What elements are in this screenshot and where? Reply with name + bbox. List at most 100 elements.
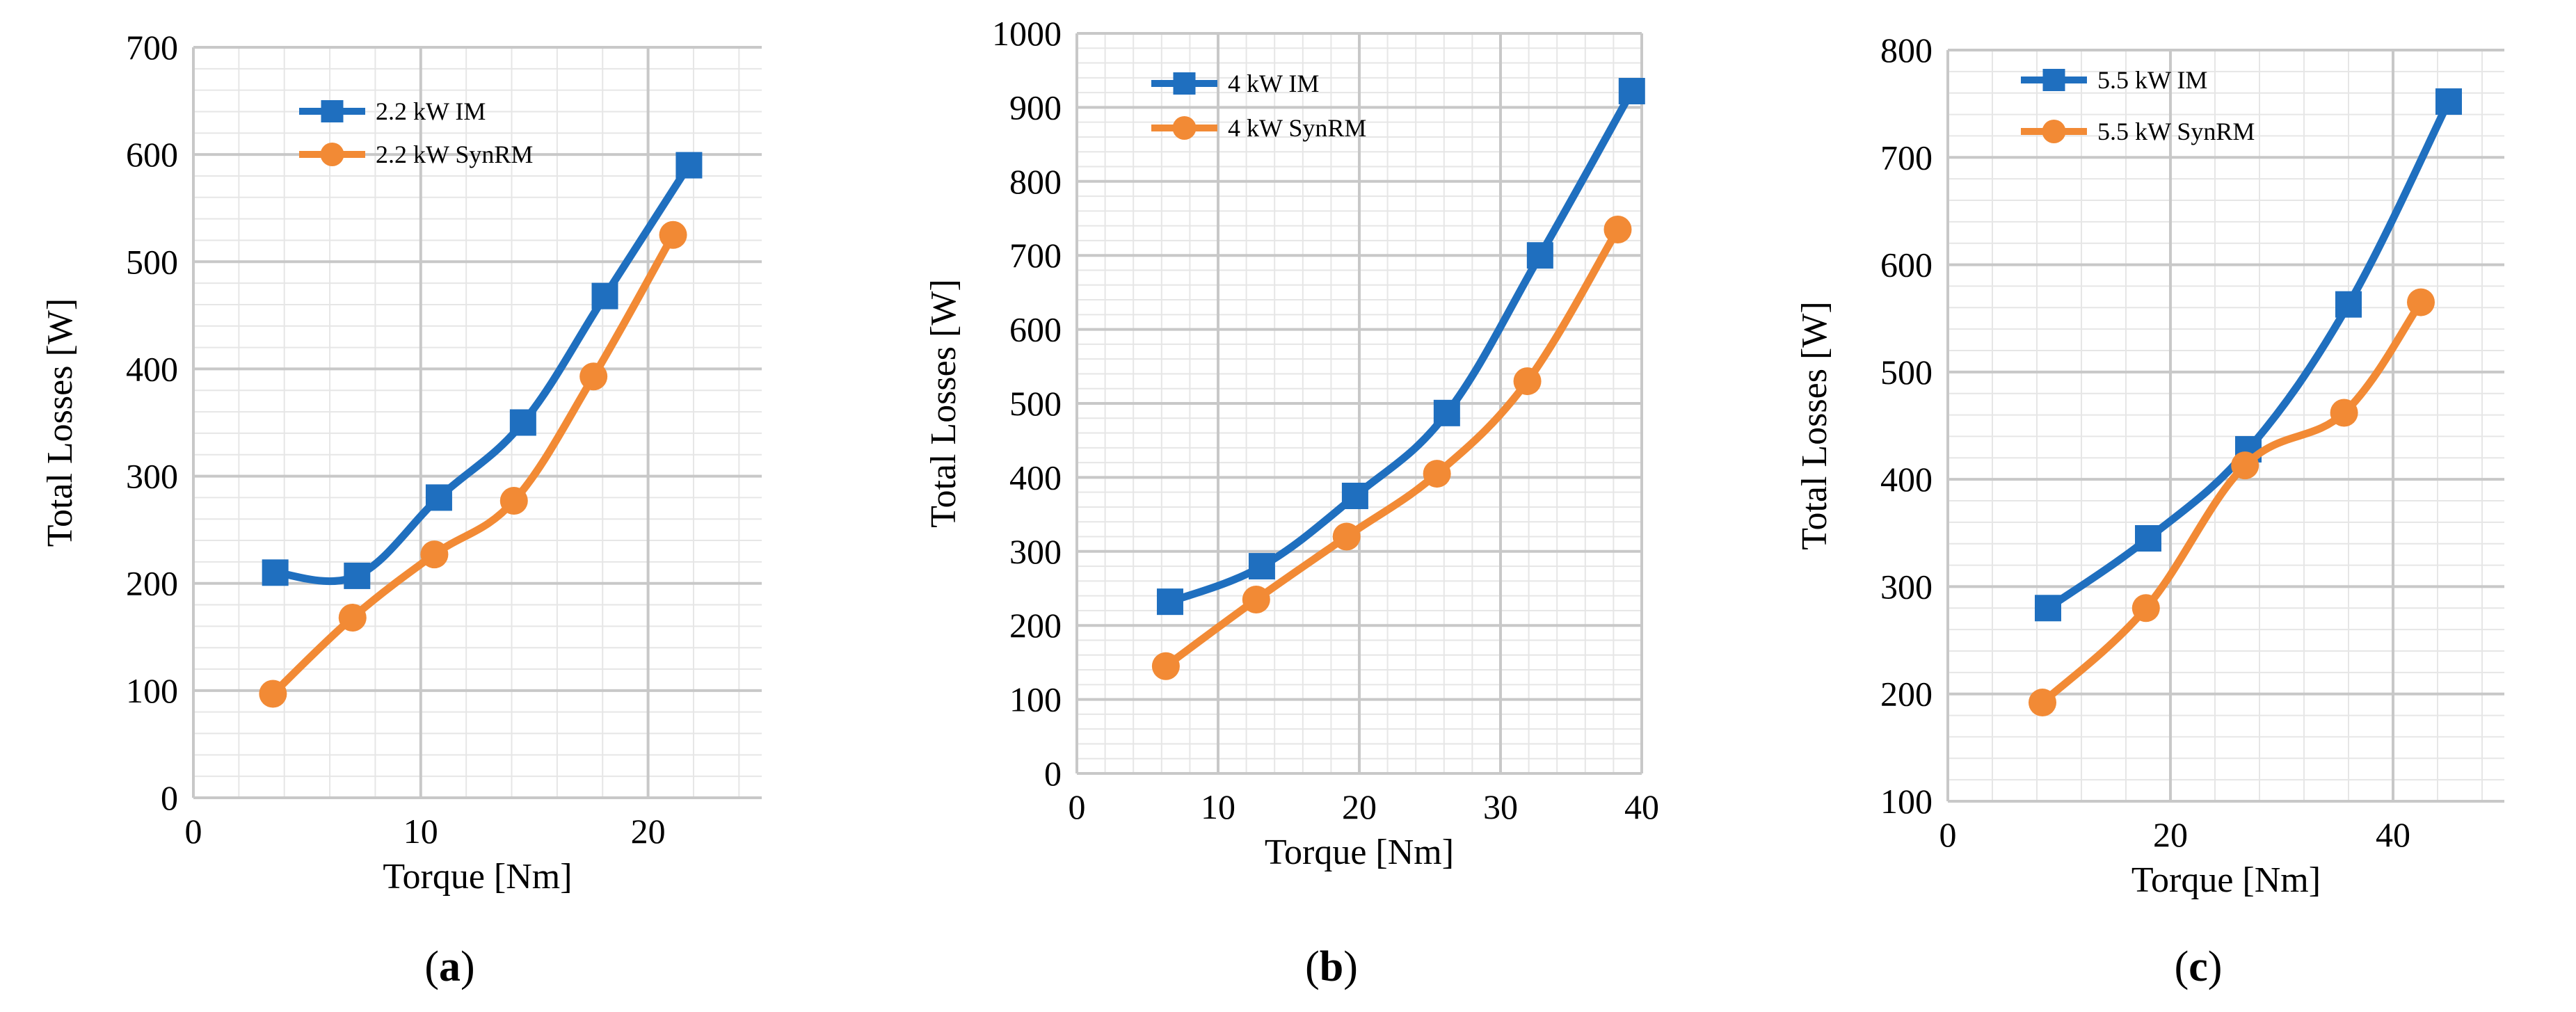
major-gridlines	[192, 46, 762, 799]
y-tick-label: 800	[1009, 162, 1062, 201]
y-tick-label: 1000	[992, 14, 1062, 53]
data-point-square	[2435, 88, 2462, 115]
data-point-circle	[338, 604, 367, 632]
y-tick-label: 700	[126, 28, 178, 67]
series-2-2-kw-im	[262, 152, 703, 589]
y-tick-label: 100	[126, 671, 178, 710]
y-tick-label: 600	[1009, 310, 1062, 349]
legend-label: 5.5 kW IM	[2097, 66, 2207, 94]
data-point-square	[2035, 595, 2061, 622]
chart-panel-b: 0 100 200 300 400 500 600 700 800 900 1000 0 10 20 30 4…	[924, 14, 1659, 990]
y-tick-label: 500	[1009, 384, 1062, 423]
y-tick-label: 200	[1880, 675, 1933, 714]
y-tick-label: 700	[1880, 138, 1933, 177]
x-tick-label: 20	[1342, 787, 1377, 826]
y-tick-label: 300	[126, 457, 178, 496]
data-point-square	[2135, 525, 2161, 552]
legend-marker-circle	[320, 143, 344, 166]
x-tick-label: 10	[1201, 787, 1235, 826]
data-point-circle	[2407, 288, 2435, 316]
y-tick-label: 100	[1880, 782, 1933, 821]
panel-label: (b)	[1305, 943, 1358, 990]
x-axis-title: Torque [Nm]	[1265, 833, 1454, 872]
legend-label: 2.2 kW IM	[376, 97, 486, 125]
data-point-circle	[1423, 460, 1451, 488]
y-tick-label: 600	[1880, 246, 1933, 284]
data-point-square	[591, 282, 618, 310]
series-4-kw-im	[1156, 77, 1645, 616]
data-point-square	[1618, 77, 1645, 104]
legend-marker-circle	[1172, 116, 1197, 140]
data-point-square	[1526, 242, 1553, 269]
x-axis-title: Torque [Nm]	[383, 857, 572, 897]
chart-panel-c: 100 200 300 400 500 600 700 800 0 20 40 Torque [Nm]…	[1795, 31, 2504, 990]
legend-marker-square	[1173, 72, 1196, 95]
data-point-circle	[1242, 585, 1270, 613]
y-tick-label: 0	[161, 778, 178, 817]
data-point-circle	[259, 680, 287, 708]
y-tick-label: 400	[1880, 460, 1933, 499]
x-tick-label: 0	[185, 812, 202, 851]
major-gridlines	[1946, 49, 2504, 803]
legend-entry: 2.2 kW IM	[299, 97, 486, 125]
data-point-square	[675, 152, 703, 179]
legend-entry: 2.2 kW SynRM	[299, 140, 533, 168]
data-point-square	[1248, 553, 1275, 580]
data-point-circle	[1603, 215, 1632, 243]
data-point-square	[1156, 588, 1183, 616]
y-tick-label: 0	[1044, 754, 1062, 793]
data-point-square	[509, 409, 536, 436]
y-tick-label: 500	[126, 242, 178, 281]
data-point-square	[2335, 291, 2362, 318]
series-5-5-kw-synrm	[2029, 288, 2435, 717]
y-axis-title: Total Losses [W]	[1795, 301, 1834, 549]
x-tick-label: 20	[2153, 815, 2188, 854]
x-tick-label: 40	[1624, 787, 1659, 826]
data-point-square	[425, 484, 452, 511]
data-point-circle	[659, 220, 687, 249]
data-point-circle	[499, 487, 528, 515]
series-2-2-kw-synrm	[259, 220, 687, 708]
y-axis-title: Total Losses [W]	[40, 298, 80, 547]
legend-label: 4 kW IM	[1228, 70, 1319, 97]
data-point-circle	[2330, 399, 2358, 427]
legend-entry: 4 kW IM	[1151, 70, 1319, 97]
legend-label: 4 kW SynRM	[1228, 114, 1366, 142]
y-tick-label: 600	[126, 135, 178, 174]
y-tick-label: 500	[1880, 353, 1933, 392]
y-tick-label: 400	[1009, 458, 1062, 497]
legend-entry: 5.5 kW IM	[2021, 66, 2207, 94]
data-point-square	[1341, 483, 1368, 509]
data-point-circle	[420, 540, 449, 569]
y-tick-label: 400	[126, 349, 178, 388]
legend-label: 2.2 kW SynRM	[376, 140, 533, 168]
data-point-square	[1433, 399, 1460, 426]
legend-marker-square	[2042, 69, 2065, 91]
x-tick-label: 20	[631, 812, 666, 851]
legend-entry: 4 kW SynRM	[1151, 114, 1366, 142]
data-point-circle	[2029, 689, 2056, 717]
data-point-circle	[1513, 367, 1542, 396]
y-axis-title: Total Losses [W]	[924, 279, 963, 527]
y-tick-label: 200	[1009, 606, 1062, 645]
data-point-square	[262, 559, 289, 586]
panel-label: (a)	[424, 943, 474, 990]
legend-entry: 5.5 kW SynRM	[2021, 118, 2255, 145]
y-tick-label: 200	[126, 564, 178, 603]
data-point-circle	[2131, 594, 2160, 623]
y-tick-label: 900	[1009, 88, 1062, 127]
data-point-circle	[1151, 652, 1180, 680]
y-tick-label: 100	[1009, 680, 1062, 719]
y-tick-label: 300	[1880, 567, 1933, 606]
y-tick-label: 300	[1009, 532, 1062, 571]
x-tick-label: 10	[403, 812, 438, 851]
plot-area	[193, 47, 762, 798]
data-point-circle	[579, 362, 608, 391]
x-tick-label: 0	[1939, 815, 1957, 854]
legend-label: 5.5 kW SynRM	[2097, 118, 2255, 145]
legend-marker-square	[321, 100, 344, 122]
y-tick-label: 800	[1880, 31, 1933, 70]
data-point-square	[344, 562, 371, 589]
legend-marker-circle	[2042, 120, 2066, 143]
